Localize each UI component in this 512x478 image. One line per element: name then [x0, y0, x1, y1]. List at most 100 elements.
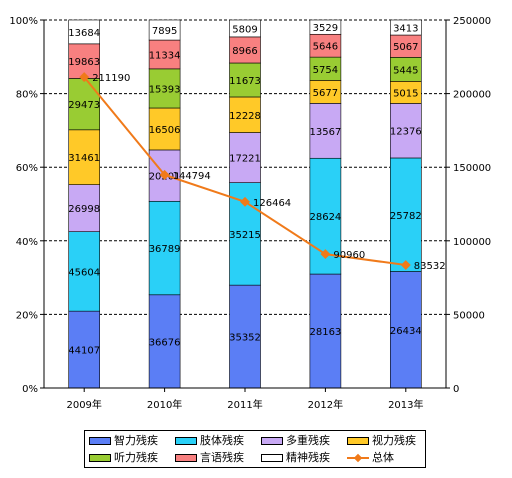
segment-value-label: 44107	[68, 346, 100, 357]
legend: 智力残疾 肢体残疾 多重残疾 视力残疾 听力残疾 言语残疾 精神残疾 总体	[84, 430, 426, 468]
bar-segment	[389, 19, 422, 36]
legend-label: 智力残疾	[114, 434, 158, 447]
left-tick-label: 40%	[16, 237, 38, 248]
bar-segment	[389, 157, 422, 272]
legend-swatch	[175, 454, 197, 462]
total-line-marker	[400, 260, 411, 270]
segment-value-label: 26998	[68, 204, 100, 215]
bar-segment	[309, 19, 342, 35]
segment-value-label: 29473	[68, 100, 100, 111]
segment-value-label: 5445	[393, 65, 418, 76]
segment-value-label: 25782	[390, 211, 422, 222]
bar-segment	[148, 107, 181, 151]
left-tick-label: 100%	[9, 16, 38, 27]
category-label: 2013年	[388, 398, 423, 411]
bar-segment	[229, 36, 261, 64]
bar-segment	[68, 310, 100, 389]
bar-segment	[229, 62, 261, 98]
segment-value-label: 15393	[149, 84, 181, 95]
segment-value-label: 12228	[229, 111, 261, 122]
legend-label: 听力残疾	[114, 451, 158, 464]
category-label: 2009年	[66, 398, 101, 411]
legend-marker	[353, 453, 363, 463]
segment-value-label: 31461	[68, 153, 100, 164]
segment-value-label: 26434	[390, 326, 422, 337]
left-tick-label: 20%	[16, 310, 38, 321]
left-tick-label: 60%	[16, 163, 38, 174]
segment-value-label: 35215	[229, 230, 261, 241]
segment-value-label: 5646	[313, 42, 338, 53]
segment-value-label: 19863	[68, 57, 100, 68]
segment-value-label: 5809	[232, 24, 257, 35]
bar-segment	[309, 103, 342, 159]
segment-value-label: 5067	[393, 42, 418, 53]
bar-segment	[68, 129, 100, 185]
segment-value-label: 11673	[229, 76, 261, 87]
bar-segment	[68, 184, 100, 232]
total-line-marker	[79, 72, 90, 83]
total-value-label: 211190	[92, 73, 130, 84]
bar-segment	[148, 19, 181, 41]
legend-swatch	[89, 437, 111, 445]
legend-swatch	[347, 437, 369, 445]
right-tick-label: 150000	[453, 163, 491, 174]
legend-swatch	[89, 454, 111, 462]
bar-segment	[389, 271, 422, 389]
bar-segment	[148, 68, 181, 109]
total-line-marker	[240, 196, 250, 207]
bar-segment	[68, 231, 100, 312]
bar-segment	[229, 96, 261, 133]
left-tick-label: 80%	[16, 90, 38, 101]
segment-value-label: 13567	[309, 127, 341, 138]
legend-label: 言语残疾	[200, 451, 244, 464]
legend-swatch	[261, 437, 283, 445]
bar-segment	[148, 200, 181, 296]
axes: 0% 20% 40% 60% 80% 100% 0 50000 100000 150000 2000…	[9, 16, 491, 411]
bar-segment	[68, 19, 100, 45]
category-label: 2011年	[227, 398, 262, 411]
segment-value-label: 5015	[393, 88, 418, 99]
segment-value-label: 12376	[390, 127, 422, 138]
right-tick-label: 100000	[453, 237, 491, 248]
segment-value-label: 5754	[313, 65, 338, 76]
bars	[68, 19, 422, 389]
segment-value-label: 13684	[68, 28, 100, 39]
total-value-label: 126464	[253, 198, 291, 209]
legend-swatch	[175, 437, 197, 445]
segment-value-label: 36676	[149, 337, 181, 348]
total-value-label: 90960	[333, 250, 365, 261]
right-tick-label: 50000	[453, 310, 485, 321]
total-line-marker	[320, 249, 331, 260]
total-value-label: 144794	[173, 171, 211, 182]
bar-segment	[68, 78, 100, 131]
legend-label: 肢体残疾	[200, 434, 244, 447]
segment-value-label: 5677	[313, 88, 338, 99]
segment-value-label: 28624	[309, 212, 341, 223]
segment-value-label: 11334	[149, 50, 181, 61]
bar-segment	[148, 39, 181, 70]
segment-value-label: 28163	[309, 327, 341, 338]
segment-value-label: 7895	[152, 26, 177, 37]
total-line: 211190 144794 126464 90960 83532	[79, 72, 446, 272]
left-tick-label: 0%	[22, 384, 38, 395]
total-line-marker	[159, 169, 170, 180]
category-label: 2010年	[147, 398, 182, 411]
right-tick-label: 200000	[453, 90, 491, 101]
segment-value-label: 17221	[229, 154, 261, 165]
bar-segment	[229, 19, 261, 38]
legend-label: 多重残疾	[286, 434, 330, 447]
legend-label: 视力残疾	[372, 434, 416, 447]
right-tick-label: 0	[453, 384, 459, 395]
total-value-label: 83532	[414, 261, 446, 272]
category-label: 2012年	[308, 398, 343, 411]
segment-value-label: 16506	[149, 125, 181, 136]
segment-value-label: 8966	[232, 46, 257, 57]
chart: 44107 45604 26998 31461 29473 19863 13684 36676…	[9, 16, 491, 411]
segment-labels: 44107 45604 26998 31461 29473 19863 13684 36676…	[68, 23, 421, 356]
segment-value-label: 36789	[149, 244, 181, 255]
segment-value-label: 3529	[313, 23, 338, 34]
bar-segment	[309, 273, 342, 389]
legend-swatch	[261, 454, 283, 462]
segment-value-label: 35352	[229, 333, 261, 344]
right-tick-label: 250000	[453, 16, 491, 27]
